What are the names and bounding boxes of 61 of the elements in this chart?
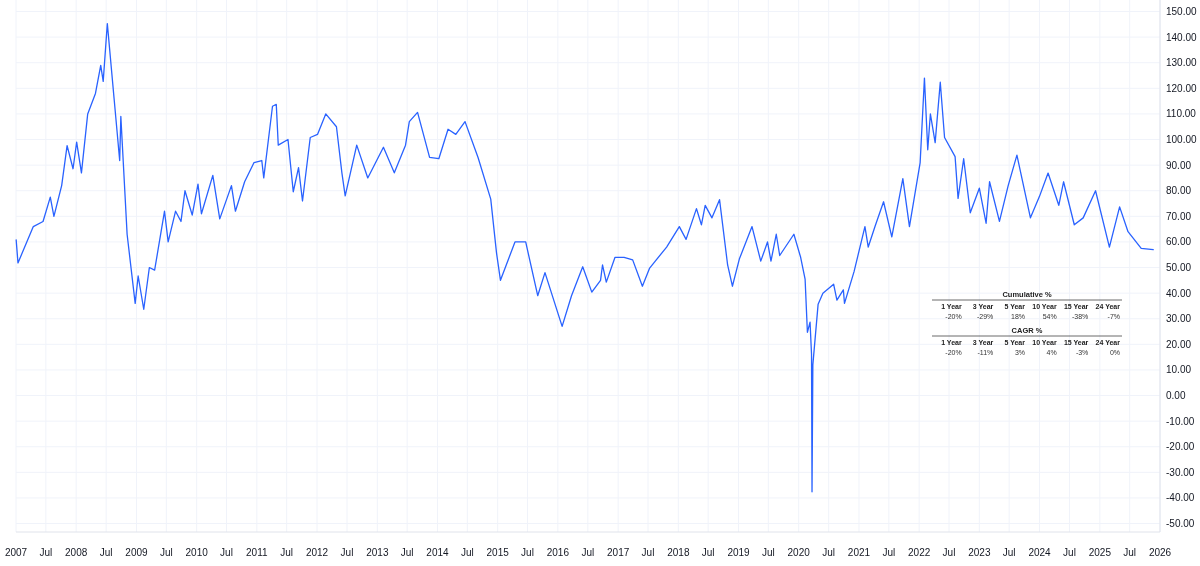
x-tick-label: Jul bbox=[1063, 547, 1076, 558]
x-tick-label: Jul bbox=[460, 547, 474, 558]
y-tick-label: 70.00 bbox=[1166, 210, 1192, 222]
x-tick-label: 2017 bbox=[607, 547, 630, 558]
x-tick-label: 2021 bbox=[847, 547, 871, 558]
x-tick-label: Jul bbox=[159, 547, 173, 558]
y-tick-label: 30.00 bbox=[1166, 313, 1192, 325]
x-tick-label: 2014 bbox=[426, 547, 450, 558]
x-tick-label: Jul bbox=[761, 547, 775, 558]
x-tick-label: 2011 bbox=[246, 547, 269, 558]
x-tick-label: 2025 bbox=[1088, 547, 1112, 558]
x-tick-label: Jul bbox=[99, 547, 113, 558]
x-tick-label: 2022 bbox=[908, 547, 931, 558]
x-tick-label: Jul bbox=[701, 547, 715, 558]
x-tick-label: 2007 bbox=[4, 547, 28, 558]
x-tick-label: Jul bbox=[942, 547, 956, 558]
x-tick-label: 2012 bbox=[305, 547, 329, 558]
y-tick-label: 120.00 bbox=[1166, 82, 1198, 94]
y-tick-label: 90.00 bbox=[1166, 159, 1192, 171]
x-tick-label: 2016 bbox=[546, 547, 570, 558]
x-tick-label: Jul bbox=[39, 547, 53, 558]
y-tick-label: 20.00 bbox=[1166, 338, 1192, 350]
line-series bbox=[15, 22, 1154, 493]
x-tick-label: Jul bbox=[400, 547, 414, 558]
x-tick-label: Jul bbox=[220, 547, 233, 558]
x-tick-label: 2013 bbox=[366, 547, 389, 558]
x-tick-label: 2020 bbox=[787, 547, 811, 558]
x-tick-label: 2009 bbox=[125, 547, 149, 558]
y-tick-label: 50.00 bbox=[1166, 262, 1192, 274]
x-tick-label: Jul bbox=[1002, 547, 1016, 558]
y-tick-label: 40.00 bbox=[1166, 287, 1192, 299]
y-tick-label: 130.00 bbox=[1166, 57, 1198, 69]
x-tick-label: Jul bbox=[822, 547, 836, 558]
y-tick-label: -20.00 bbox=[1166, 441, 1195, 453]
x-tick-label: 2019 bbox=[727, 547, 751, 558]
y-tick-label: -30.00 bbox=[1166, 466, 1195, 478]
y-tick-label: 10.00 bbox=[1166, 364, 1192, 376]
x-tick-label: 2026 bbox=[1148, 547, 1172, 558]
x-tick-label: 2018 bbox=[667, 547, 690, 558]
x-tick-label: Jul bbox=[882, 547, 896, 558]
x-tick-label: 2008 bbox=[65, 547, 88, 558]
y-tick-label: 150.00 bbox=[1166, 6, 1198, 18]
y-tick-label: 80.00 bbox=[1166, 185, 1192, 197]
x-tick-label: 2010 bbox=[185, 547, 209, 558]
y-tick-label: -40.00 bbox=[1166, 492, 1195, 504]
y-tick-label: 100.00 bbox=[1166, 134, 1198, 146]
x-tick-label: Jul bbox=[1123, 547, 1137, 558]
y-tick-label: -10.00 bbox=[1166, 415, 1195, 427]
x-tick-label: 2023 bbox=[968, 547, 991, 558]
x-tick-label: Jul bbox=[641, 547, 655, 558]
x-tick-label: 2015 bbox=[486, 547, 510, 558]
y-tick-label: 60.00 bbox=[1166, 236, 1192, 248]
y-tick-label: -50.00 bbox=[1166, 518, 1195, 530]
x-tick-label: Jul bbox=[521, 547, 534, 558]
x-tick-label: Jul bbox=[280, 547, 294, 558]
x-tick-label: Jul bbox=[340, 547, 354, 558]
y-tick-label: 0.00 bbox=[1166, 390, 1186, 402]
x-tick-label: 2024 bbox=[1028, 547, 1052, 558]
x-tick-label: Jul bbox=[581, 547, 595, 558]
y-tick-label: 110.00 bbox=[1166, 108, 1197, 120]
y-tick-label: 140.00 bbox=[1166, 31, 1198, 43]
